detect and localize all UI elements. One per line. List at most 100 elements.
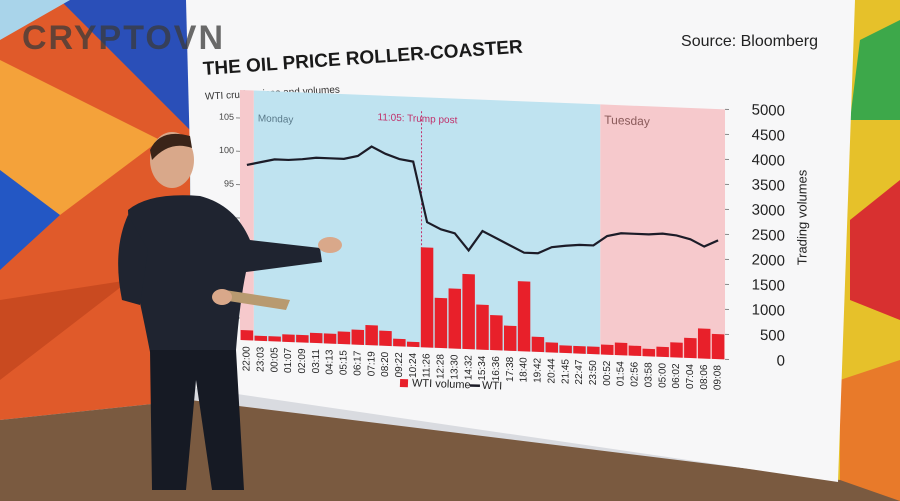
volume-bar xyxy=(476,304,489,350)
volume-bar xyxy=(573,345,586,354)
x-tick-label: 00:05 xyxy=(269,347,280,373)
volume-bar xyxy=(337,331,351,345)
volume-bar xyxy=(531,336,545,353)
annotation: Monday xyxy=(258,113,294,125)
x-tick-label: 21:45 xyxy=(560,358,571,384)
volume-bar xyxy=(503,325,517,352)
wall-shape xyxy=(60,0,190,130)
volume-bar xyxy=(351,329,365,345)
wall-shape xyxy=(0,280,130,380)
y-tick-label: 95 xyxy=(224,178,234,188)
x-tick-label: 05:00 xyxy=(657,362,668,388)
volume-bar xyxy=(365,325,378,346)
hair xyxy=(150,133,192,160)
legend-swatch xyxy=(399,379,409,388)
y-tick-label: 100 xyxy=(219,145,234,156)
volume-bar xyxy=(684,337,697,359)
y2-tick-label: 1000 xyxy=(752,301,785,319)
wall-shape xyxy=(850,180,900,320)
x-tick-label: 01:07 xyxy=(283,347,294,373)
volume-bar xyxy=(642,348,656,357)
volume-bar xyxy=(393,338,406,347)
x-tick-label: 10:24 xyxy=(408,352,419,378)
y2-tick-label: 500 xyxy=(760,327,785,345)
volume-bar xyxy=(587,346,600,355)
x-tick-label: 07:19 xyxy=(366,351,377,377)
volume-bar xyxy=(656,346,669,358)
x-tick-label: 11:26 xyxy=(422,353,433,378)
volume-bar xyxy=(600,344,614,355)
x-tick-label: 23:50 xyxy=(588,359,599,385)
x-tick-label: 05:15 xyxy=(339,350,350,376)
volume-bar xyxy=(420,247,434,348)
legs xyxy=(150,350,244,490)
legend-label: WTI xyxy=(482,380,503,393)
y2-tick-label: 5000 xyxy=(752,101,785,119)
hand xyxy=(318,237,342,253)
volume-bar xyxy=(697,328,711,359)
source: Source: Bloomberg xyxy=(681,33,818,50)
hand xyxy=(212,289,232,305)
volume-bar xyxy=(490,315,503,351)
wall-shape xyxy=(0,170,60,270)
y2-tick-label: 2000 xyxy=(752,251,785,269)
x-tick-label: 04:13 xyxy=(325,349,336,375)
x-tick-label: 08:20 xyxy=(380,351,391,377)
volume-bar xyxy=(406,341,420,348)
arm xyxy=(118,215,148,305)
x-tick-label: 22:00 xyxy=(242,346,253,372)
x-tick-label: 03:58 xyxy=(643,362,654,388)
volume-bar xyxy=(309,332,323,344)
volume-bar xyxy=(268,336,281,342)
wall-shape xyxy=(850,20,900,120)
legend-label: WTI volume xyxy=(412,377,471,391)
volume-bar xyxy=(434,297,448,349)
y2-tick-label: 3500 xyxy=(752,176,785,194)
volume-bar xyxy=(670,342,683,358)
x-tick-label: 02:09 xyxy=(297,348,308,374)
x-tick-label: 23:03 xyxy=(255,346,266,372)
x-tick-label: 09:08 xyxy=(713,364,724,390)
annotation: 11:05: Trump post xyxy=(378,112,458,126)
volume-bar xyxy=(711,333,725,360)
volume-bar xyxy=(628,345,642,357)
y2-tick-label: 1500 xyxy=(752,276,785,294)
x-tick-label: 16:36 xyxy=(491,356,502,382)
volume-bar xyxy=(517,281,531,352)
y2-tick-label: 0 xyxy=(777,352,785,369)
watermark: CRYPTOVN xyxy=(22,19,225,57)
volume-bar xyxy=(240,330,254,341)
y2-axis-label: Trading volumes xyxy=(794,169,809,266)
x-tick-label: 13:30 xyxy=(449,354,460,380)
annotation: Tuesday xyxy=(604,113,650,129)
session-shade xyxy=(600,104,725,360)
legend: WTI volume WTI xyxy=(399,377,503,393)
x-tick-label: 07:04 xyxy=(685,363,696,389)
wall-shape xyxy=(840,360,900,501)
volume-bar xyxy=(282,334,295,343)
tablet xyxy=(222,290,290,310)
price-line xyxy=(246,145,719,255)
x-tick-label: 03:11 xyxy=(311,348,322,373)
y-tick-label: 105 xyxy=(219,112,234,123)
volume-bar xyxy=(614,342,628,356)
x-tick-label: 09:22 xyxy=(394,352,405,378)
x-tick-label: 20:44 xyxy=(546,358,557,384)
x-tick-label: 19:42 xyxy=(533,357,544,383)
x-tick-label: 22:47 xyxy=(574,359,585,385)
volume-bar xyxy=(559,345,572,354)
torso xyxy=(128,195,322,352)
volume-bar xyxy=(379,330,392,347)
x-tick-label: 12:28 xyxy=(436,353,447,379)
wall-shape xyxy=(0,0,70,40)
volume-bar xyxy=(545,342,559,353)
x-tick-label: 08:06 xyxy=(699,364,710,390)
y2-tick-label: 3000 xyxy=(752,201,785,219)
x-tick-label: 15:34 xyxy=(477,355,488,381)
x-tick-label: 02:56 xyxy=(630,361,641,387)
presenter xyxy=(118,132,342,490)
x-tick-label: 14:32 xyxy=(463,354,474,380)
volume-bar xyxy=(448,288,462,349)
volume-bar xyxy=(254,335,268,342)
volume-bar xyxy=(462,273,475,350)
